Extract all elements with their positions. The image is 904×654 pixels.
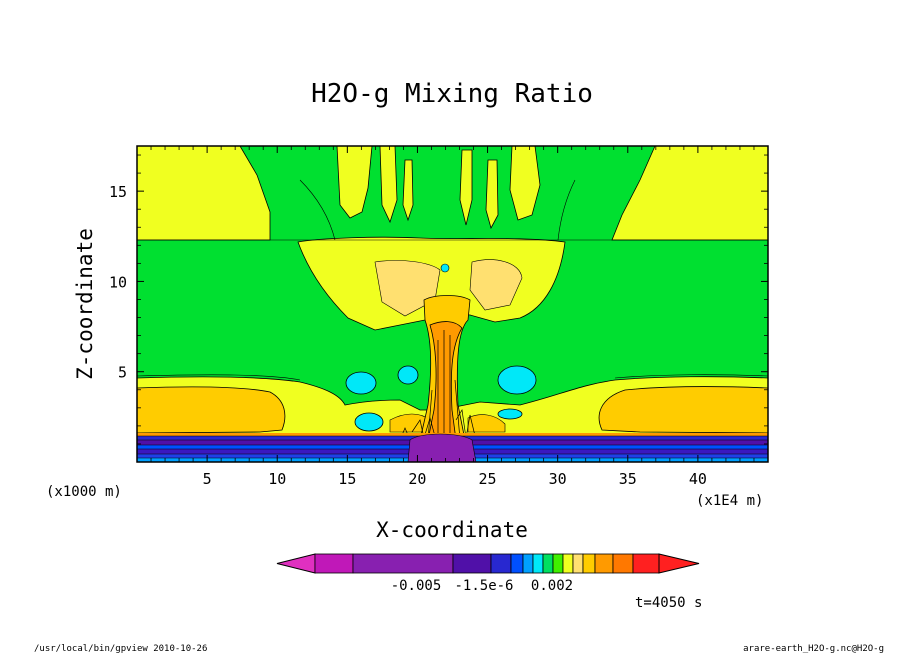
colorbar-tick-label: 0.002 [531,578,573,594]
lower-orange-center-2 [467,414,506,433]
colorbar-segment [510,553,524,574]
lower-orange-layer-right [598,386,768,434]
x-tick-label: 5 [203,470,212,488]
tongue-center-2 [459,149,473,226]
time-label: t=4050 s [635,595,702,611]
y-tick-label: 15 [109,183,127,201]
x-unit-left: (x1000 m) [46,484,122,500]
y-axis-label: Z-coordinate [73,228,97,380]
colorbar-tick-label: -1.5e-6 [454,578,513,594]
tongue-center-left [379,146,398,224]
x-tick-label: 40 [689,470,707,488]
colorbar-segment [522,553,534,574]
x-tick-label: 15 [338,470,356,488]
x-tick-label: 10 [268,470,286,488]
y-tick-label: 5 [118,364,127,382]
chart-title: H2O-g Mixing Ratio [311,79,593,109]
x-tick-label: 20 [408,470,426,488]
colorbar [276,553,700,574]
cyan-blob-6 [440,263,450,273]
core-orange-inner [427,321,463,441]
contour-line-upper [137,179,768,241]
colorbar-segment [562,553,574,574]
colorbar-segment [532,553,544,574]
upper-left-yellow-region [137,146,271,241]
contour-line-lower [137,374,768,381]
footer-right: arare-earth_H2O-g.nc@H2O-g [743,644,884,654]
x-axis: 5 10 15 20 25 30 35 40 [150,146,755,488]
y-axis: 5 10 15 [109,154,768,445]
surface-purple-plume [407,433,477,462]
x-tick-label: 35 [619,470,637,488]
colorbar-segment [594,553,614,574]
tongue-center [402,159,414,222]
colorbar-left-arrow [276,553,316,574]
tongue-right [509,146,541,221]
colorbar-segment [612,553,634,574]
colorbar-tick-label: -0.005 [391,578,442,594]
contour-field [137,146,768,462]
cyan-blob-3 [497,365,537,395]
x-unit-right: (x1E4 m) [696,493,763,509]
colorbar-segment [552,553,564,574]
colorbar-labels: -0.005 -1.5e-6 0.002 [391,578,573,594]
colorbar-segment [452,553,492,574]
colorbar-segment [572,553,584,574]
cyan-blob-2 [397,365,419,385]
footer-left: /usr/local/bin/gpview 2010-10-26 [34,644,207,654]
core-lines [427,330,461,441]
cyan-blob-1 [345,371,377,395]
cyan-blob-4 [354,412,384,432]
plot-frame [136,145,769,463]
colorbar-segment [314,553,354,574]
x-axis-label: X-coordinate [376,518,528,542]
colorbar-right-arrow [658,553,700,574]
tongue-center-right [485,159,499,230]
colorbar-segment [582,553,596,574]
colorbar-segment [352,553,454,574]
anvil-light-orange-2 [469,259,523,311]
upper-right-yellow-region [611,146,768,241]
colorbar-segment [490,553,512,574]
tongue-left [336,146,373,219]
colorbar-segment [542,553,554,574]
colorbar-segment [632,553,660,574]
y-tick-label: 10 [109,273,127,291]
cyan-blob-5 [497,408,523,420]
x-tick-label: 30 [549,470,567,488]
lower-orange-layer [137,386,286,434]
x-tick-label: 25 [479,470,497,488]
